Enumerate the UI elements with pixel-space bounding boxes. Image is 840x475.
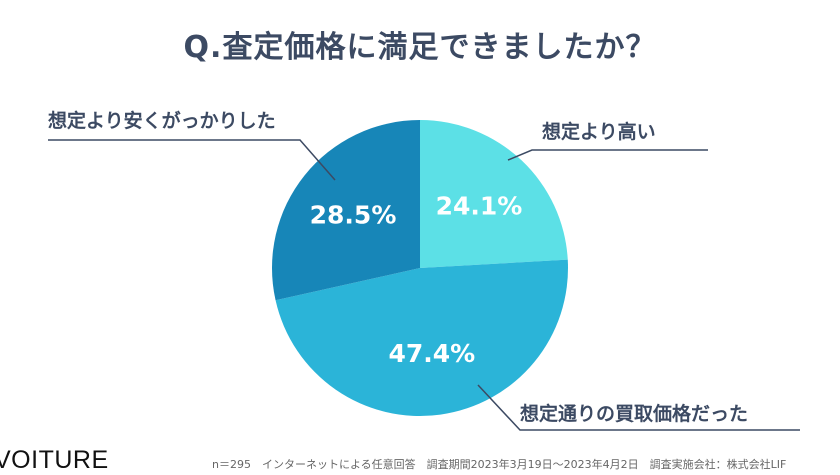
category-label-as-expected: 想定通りの買取価格だった: [520, 402, 748, 425]
chart-title: Q.査定価格に満足できましたか？: [183, 30, 657, 65]
callout-line-as-expected: [477, 384, 800, 431]
value-label-lower: 28.5%: [310, 200, 397, 229]
category-label-higher: 想定より高い: [542, 120, 656, 143]
pie-slice-lower: [272, 120, 420, 301]
brand-logo-text: VOITURE: [0, 446, 109, 474]
pie-slice-higher: [420, 120, 568, 268]
callout-line-higher: [507, 149, 708, 161]
value-label-higher: 24.1%: [436, 192, 523, 221]
pie-slice-as-expected: [275, 259, 568, 417]
callout-line-lower: [48, 139, 336, 181]
survey-note: n＝295 インターネットによる任意回答 調査期間2023年3月19日〜2023…: [212, 458, 787, 471]
category-label-lower: 想定より安くがっかりした: [48, 109, 276, 132]
value-label-as-expected: 47.4%: [388, 339, 475, 368]
